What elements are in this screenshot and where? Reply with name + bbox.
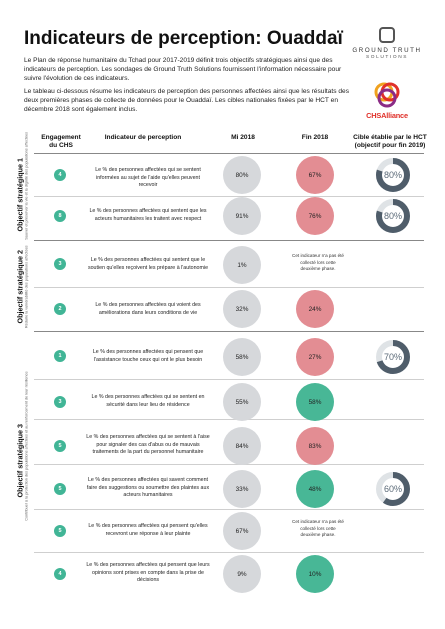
indicator-text: Le % des personnes affectées qui sentent… bbox=[89, 208, 207, 222]
end-2018-value: 24% bbox=[296, 290, 334, 328]
target-ring-arc bbox=[376, 472, 410, 506]
intro-paragraph-2: Le tableau ci-dessous résume les indicat… bbox=[24, 88, 349, 114]
end-2018-value: 67% bbox=[296, 156, 334, 194]
objective-3-title: Objectif stratégique 3 bbox=[15, 424, 25, 498]
header-mid-2018: Mi 2018 bbox=[231, 134, 255, 141]
end-2018-value: 27% bbox=[296, 338, 334, 376]
chs-commitment-badge: 8 bbox=[54, 210, 66, 222]
indicator-text: Le % des personnes affectées qui pensent… bbox=[88, 523, 208, 537]
end-2018-value: 48% bbox=[296, 470, 334, 508]
indicator-text: Le % des personnes affectées qui pensent… bbox=[92, 349, 204, 363]
row-divider bbox=[34, 552, 424, 553]
indicator-text: Le % des personnes affectées qui savent … bbox=[86, 477, 210, 499]
intro-paragraph-1: Le Plan de réponse humanitaire du Tchad … bbox=[24, 57, 342, 83]
indicator-text: Le % des personnes affectées qui voient … bbox=[95, 302, 201, 316]
row-divider bbox=[34, 196, 424, 197]
chs-alliance-label: CHSAlliance bbox=[366, 111, 408, 120]
chs-commitment-badge: 1 bbox=[54, 350, 66, 362]
row-divider bbox=[34, 419, 424, 420]
mid-2018-value: 55% bbox=[223, 383, 261, 421]
objective-3-subtitle: Contribuer à la protection des populatio… bbox=[24, 371, 29, 521]
end-2018-value: 10% bbox=[296, 555, 334, 593]
target-ring-label: 80% bbox=[384, 170, 402, 180]
mid-2018-value: 84% bbox=[223, 427, 261, 465]
not-collected-note: Cet indicateur n'a pas été collecté lors… bbox=[292, 253, 344, 272]
mid-2018-value: 80% bbox=[223, 156, 261, 194]
row-divider bbox=[34, 287, 424, 288]
chs-commitment-badge: 3 bbox=[54, 396, 66, 408]
target-ring-label: 80% bbox=[384, 211, 402, 221]
chs-commitment-badge: 2 bbox=[54, 303, 66, 315]
row-divider bbox=[34, 509, 424, 510]
ground-truth-logo-line2: SOLUTIONS bbox=[365, 55, 409, 60]
indicator-text: Le % des personnes affectées qui sentent… bbox=[87, 257, 209, 271]
mid-2018-value: 32% bbox=[223, 290, 261, 328]
mid-2018-value: 58% bbox=[223, 338, 261, 376]
end-2018-value: 83% bbox=[296, 427, 334, 465]
chs-commitment-badge: 4 bbox=[54, 169, 66, 181]
target-ring-arc bbox=[376, 340, 410, 374]
mid-2018-value: 91% bbox=[223, 197, 261, 235]
objective-1-title: Objectif stratégique 1 bbox=[15, 158, 25, 232]
objective-1-subtitle: Sauver et préserver la vie et la dignité… bbox=[24, 131, 29, 240]
chs-commitment-badge: 5 bbox=[54, 483, 66, 495]
indicator-text: Le % des personnes affectées qui pensent… bbox=[86, 562, 210, 584]
objective-divider bbox=[34, 331, 424, 332]
mid-2018-value: 9% bbox=[223, 555, 261, 593]
header-engagement: Engagement du CHS bbox=[41, 134, 81, 149]
end-2018-value: 58% bbox=[296, 383, 334, 421]
chs-commitment-badge: 3 bbox=[54, 258, 66, 270]
indicator-text: Le % des personnes affectées qui se sent… bbox=[91, 394, 205, 408]
mid-2018-value: 67% bbox=[223, 512, 261, 550]
indicator-text: Le % des personnes affectées qui se sent… bbox=[95, 167, 201, 189]
objective-divider bbox=[34, 240, 424, 241]
chs-commitment-badge: 4 bbox=[54, 568, 66, 580]
header-end-2018: Fin 2018 bbox=[301, 134, 329, 141]
target-ring: 80% bbox=[376, 158, 410, 192]
target-ring-arc bbox=[376, 199, 410, 233]
target-ring: 60% bbox=[376, 472, 410, 506]
mid-2018-value: 33% bbox=[223, 470, 261, 508]
chs-alliance-logo: CHSAlliance bbox=[352, 80, 422, 120]
indicator-text: Le % des personnes affectées qui se sent… bbox=[86, 434, 210, 456]
header-target: Cible établie par le HCT (objectif pour … bbox=[353, 134, 427, 149]
objective-2-title: Objectif stratégique 2 bbox=[15, 250, 25, 324]
chs-alliance-mark-icon bbox=[374, 82, 400, 108]
chs-commitment-badge: 5 bbox=[54, 440, 66, 452]
target-ring-label: 60% bbox=[384, 484, 402, 494]
target-ring: 70% bbox=[376, 340, 410, 374]
target-ring-label: 70% bbox=[384, 352, 402, 362]
header-divider bbox=[34, 153, 424, 154]
row-divider bbox=[34, 464, 424, 465]
ground-truth-logo-line1: GROUND TRUTH bbox=[352, 47, 422, 54]
not-collected-note: Cet indicateur n'a pas été collecté lors… bbox=[292, 519, 344, 538]
mid-2018-value: 1% bbox=[223, 246, 261, 284]
header-indicator: Indicateur de perception bbox=[104, 134, 182, 141]
target-ring-arc bbox=[376, 158, 410, 192]
chs-commitment-badge: 5 bbox=[54, 525, 66, 537]
ground-truth-mark-icon bbox=[379, 27, 395, 43]
objective-2-subtitle: Réduire la vulnérabilité des populations… bbox=[24, 245, 29, 329]
ground-truth-logo: GROUND TRUTH SOLUTIONS bbox=[352, 27, 422, 60]
row-divider bbox=[34, 379, 424, 380]
target-ring: 80% bbox=[376, 199, 410, 233]
end-2018-value: 76% bbox=[296, 197, 334, 235]
page-title: Indicateurs de perception: Ouaddaï bbox=[24, 28, 343, 49]
